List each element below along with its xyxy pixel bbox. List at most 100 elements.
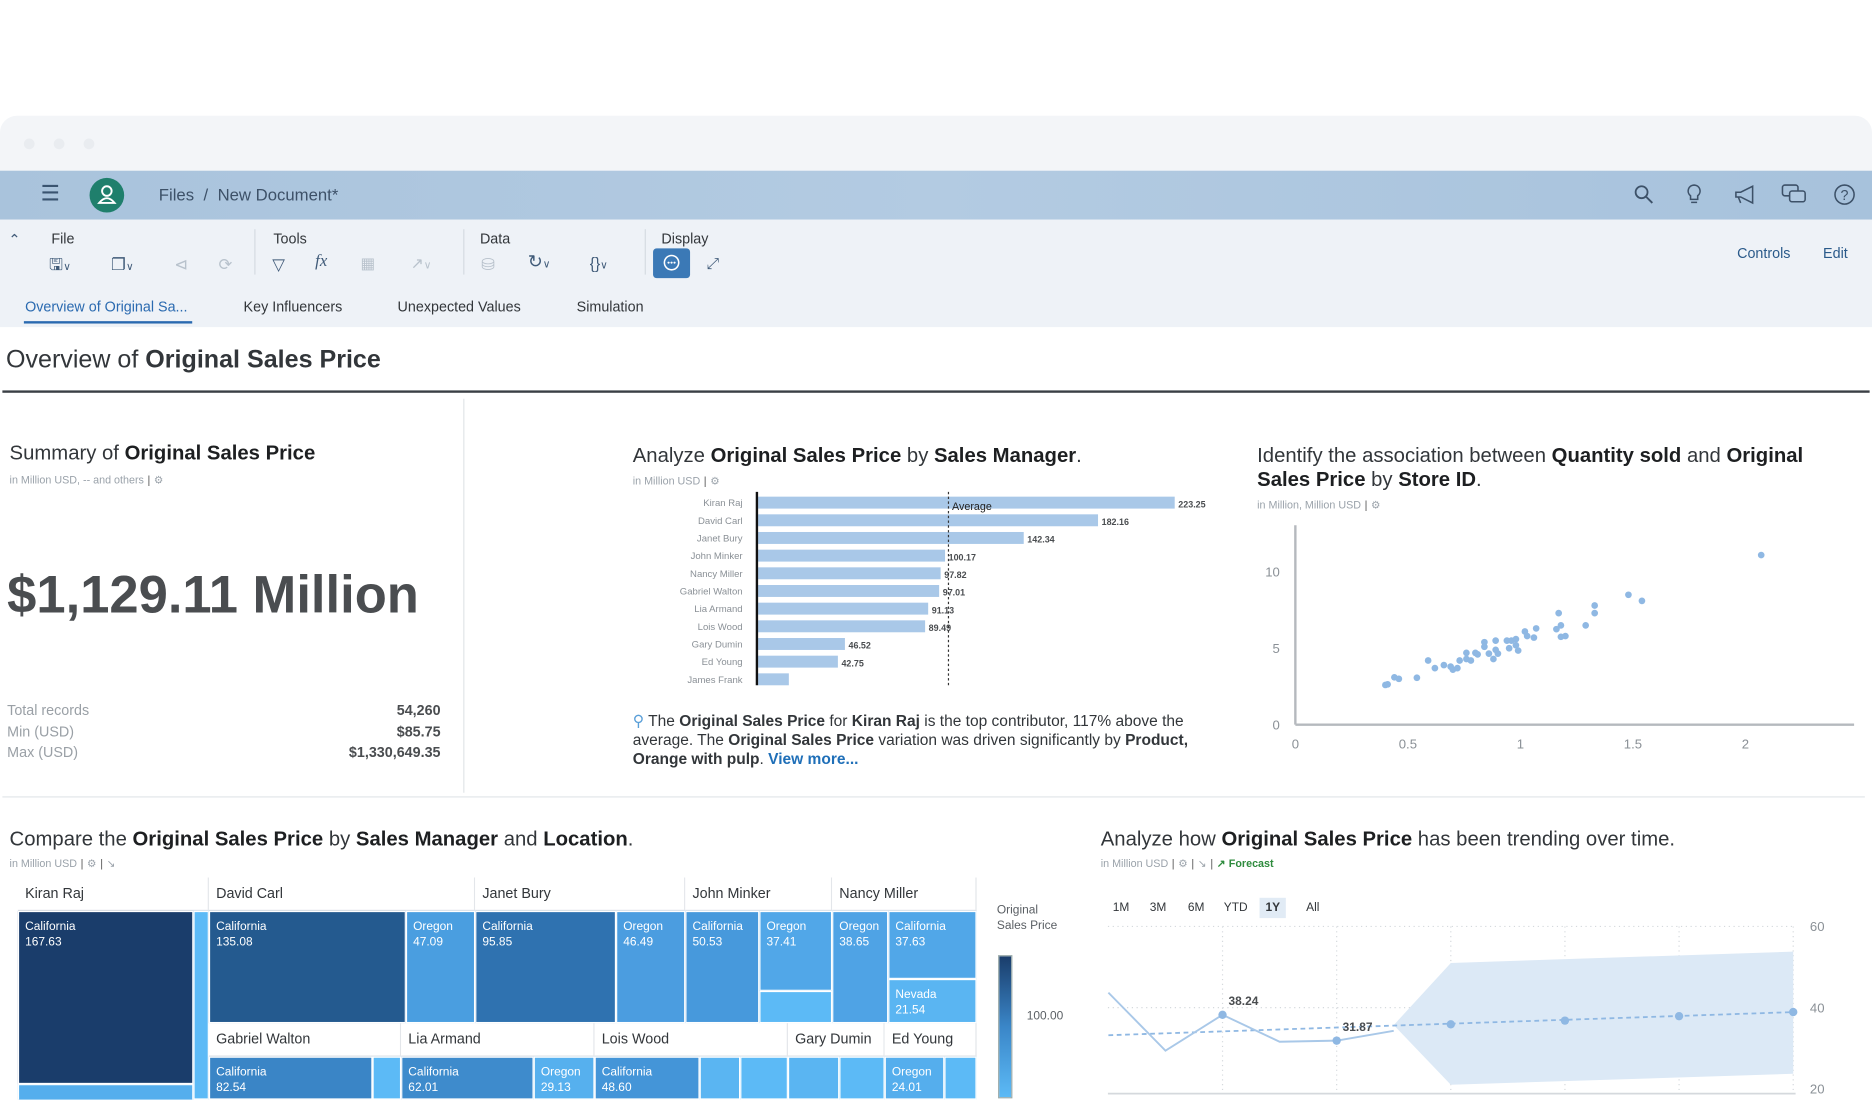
refresh-icon[interactable]: ↻∨	[527, 251, 551, 273]
save-icon[interactable]: 🖫︎∨	[48, 254, 72, 274]
tab-overview[interactable]: Overview of Original Sa...	[25, 298, 188, 316]
tab-simulation[interactable]: Simulation	[576, 298, 644, 316]
treemap-cell[interactable]	[787, 1056, 840, 1100]
bar	[758, 655, 838, 668]
avatar[interactable]	[89, 177, 125, 213]
hierarchy-icon[interactable]: ↘	[106, 857, 116, 870]
stat-row-max: Max (USD) $1,330,649.35	[7, 743, 440, 764]
cell-location: Oregon	[766, 920, 807, 934]
treemap-cell[interactable]	[740, 1056, 788, 1100]
filter-icon[interactable]: ▽	[272, 254, 286, 274]
controls-button[interactable]: Controls	[1737, 244, 1791, 262]
scatter-point	[1382, 681, 1389, 689]
undo-icon[interactable]: ⟳	[218, 254, 233, 274]
settings-icon[interactable]: ⚙	[1371, 499, 1381, 511]
tab-key-influencers[interactable]: Key Influencers	[243, 298, 343, 316]
range-button-all[interactable]: All	[1306, 901, 1320, 915]
pipe-divider: |	[703, 475, 707, 488]
legend-title: Original Sales Price	[996, 903, 1058, 933]
treemap-cell[interactable]: California 82.54	[208, 1056, 373, 1100]
collapse-toolbar-icon[interactable]: ⌃	[8, 231, 21, 249]
treemap-cell[interactable]: California 167.63	[17, 910, 194, 1085]
treemap-cell[interactable]	[193, 910, 209, 1100]
treemap-group-header[interactable]: Lois Wood	[594, 1023, 788, 1057]
scatter-point	[1532, 625, 1540, 632]
bar-category-label: Janet Bury	[697, 534, 743, 545]
range-button-1m[interactable]: 1M	[1112, 901, 1130, 915]
link-icon[interactable]: ↗∨	[410, 254, 432, 273]
treemap-group-header[interactable]: David Carl	[208, 877, 476, 911]
comment-mode-button[interactable]	[653, 248, 691, 279]
treemap-cell[interactable]: Oregon 46.49	[616, 910, 686, 1024]
window-close-button[interactable]	[23, 138, 35, 150]
scatter-point	[1494, 650, 1502, 657]
treemap-cell[interactable]	[759, 990, 833, 1024]
treemap-cell[interactable]: California 95.85	[475, 910, 617, 1024]
share-icon[interactable]: ⊲	[174, 254, 189, 274]
treemap-cell[interactable]: California 135.08	[208, 910, 406, 1024]
scatter-point	[1454, 664, 1461, 672]
fullscreen-icon[interactable]: ⤢	[706, 254, 720, 273]
treemap-cell[interactable]: California 62.01	[401, 1056, 534, 1100]
treemap-cell[interactable]: Oregon 38.65	[832, 910, 889, 1024]
view-more-link[interactable]: View more...	[768, 749, 859, 768]
treemap-group-header[interactable]: Gabriel Walton	[208, 1023, 402, 1057]
script-icon[interactable]: {}∨	[589, 254, 609, 273]
menu-icon[interactable]: ☰	[40, 181, 60, 206]
tab-unexpected-values[interactable]: Unexpected Values	[397, 298, 521, 316]
treemap-cell[interactable]: Oregon 24.01	[884, 1056, 945, 1100]
range-button-6m[interactable]: 6M	[1187, 901, 1205, 915]
scatter-point	[1523, 632, 1531, 640]
hierarchy-icon[interactable]: ↘	[1197, 857, 1207, 870]
range-button-1y[interactable]: 1Y	[1259, 897, 1287, 919]
database-icon[interactable]: ⛁	[481, 254, 496, 274]
stat-label: Min (USD)	[7, 722, 75, 740]
treemap-group-header[interactable]: Ed Young	[884, 1023, 977, 1057]
search-icon[interactable]	[1633, 184, 1654, 205]
treemap-group-header[interactable]: Gary Dumin	[787, 1023, 885, 1057]
settings-icon[interactable]: ⚙	[153, 473, 164, 486]
settings-icon[interactable]: ⚙	[86, 857, 97, 870]
megaphone-icon[interactable]	[1732, 184, 1756, 205]
edit-button[interactable]: Edit	[1823, 244, 1848, 262]
range-button-ytd[interactable]: YTD	[1223, 901, 1248, 915]
treemap-cell[interactable]	[372, 1056, 402, 1100]
title-text: Compare the	[9, 827, 133, 851]
scatter-point	[1463, 655, 1470, 663]
treemap-cell[interactable]	[944, 1056, 977, 1100]
range-button-3m[interactable]: 3M	[1149, 901, 1167, 915]
treemap-group-header[interactable]: Kiran Raj	[17, 877, 209, 911]
cell-location: California	[482, 920, 533, 934]
treemap-group-header[interactable]: Lia Armand	[401, 1023, 595, 1057]
settings-icon[interactable]: ⚙	[710, 475, 720, 488]
treemap-cell[interactable]: California 50.53	[685, 910, 760, 1024]
treemap-cell[interactable]: Oregon 29.13	[533, 1056, 595, 1100]
breadcrumb-files[interactable]: Files	[158, 185, 195, 205]
treemap-cell[interactable]: Nevada 21.54	[888, 978, 977, 1024]
chat-icon[interactable]	[1781, 183, 1807, 207]
forecast-toggle[interactable]: ↗ Forecast	[1217, 857, 1274, 869]
grid-icon[interactable]: ▦	[360, 254, 376, 273]
cell-value: 48.60	[601, 1081, 632, 1095]
window-minimize-button[interactable]	[53, 138, 65, 150]
treemap-cell[interactable]: Oregon 47.09	[405, 910, 476, 1024]
treemap-cell[interactable]: Oregon 37.41	[759, 910, 833, 991]
treemap-cell[interactable]	[839, 1056, 885, 1100]
settings-icon[interactable]: ⚙	[1178, 857, 1188, 870]
help-icon[interactable]: ?	[1833, 183, 1857, 207]
window-maximize-button[interactable]	[83, 138, 95, 150]
treemap-group-header[interactable]: Janet Bury	[475, 877, 686, 911]
trend-up-icon: ↗	[1216, 857, 1226, 870]
treemap-group-header[interactable]: Nancy Miller	[832, 877, 977, 911]
cell-value: 135.08	[216, 936, 253, 950]
treemap-group-header[interactable]: John Minker	[685, 877, 833, 911]
formula-icon[interactable]: fx	[315, 253, 328, 272]
lightbulb-icon[interactable]	[1685, 183, 1704, 207]
copy-icon[interactable]: ❐∨	[111, 254, 134, 274]
toolbar-divider	[254, 229, 256, 275]
treemap-cell[interactable]: California 37.63	[888, 910, 977, 979]
treemap-cell[interactable]	[17, 1084, 194, 1100]
treemap-cell[interactable]: California 48.60	[594, 1056, 700, 1100]
treemap-cell[interactable]	[699, 1056, 741, 1100]
bar-value-label: 46.52	[849, 641, 871, 651]
